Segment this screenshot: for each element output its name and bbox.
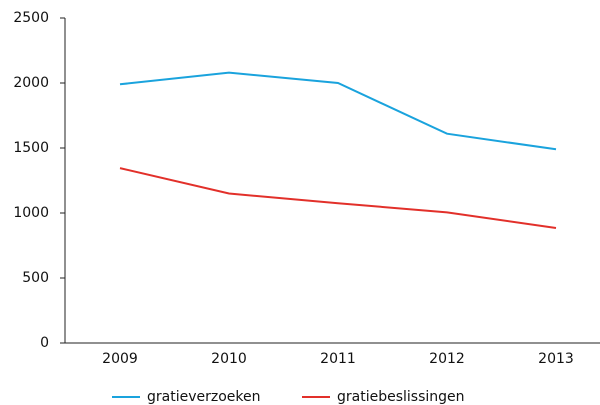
x-tick-label: 2009: [102, 351, 138, 367]
legend-label: gratiebeslissingen: [337, 389, 465, 405]
y-tick-label: 1500: [13, 140, 49, 156]
legend-label: gratieverzoeken: [147, 389, 261, 405]
line: [119, 71, 557, 151]
y-tick-label: 2000: [13, 75, 49, 91]
y-tick-label: 500: [22, 270, 49, 286]
y-tick-label: 2500: [13, 10, 49, 26]
x-tick-label: 2012: [429, 351, 465, 367]
x-tick-label: 2011: [320, 351, 356, 367]
y-tick-label: 0: [40, 335, 49, 351]
line: [119, 167, 557, 229]
x-tick-label: 2013: [538, 351, 574, 367]
x-tick-label: 2010: [211, 351, 247, 367]
y-tick-label: 1000: [13, 205, 49, 221]
